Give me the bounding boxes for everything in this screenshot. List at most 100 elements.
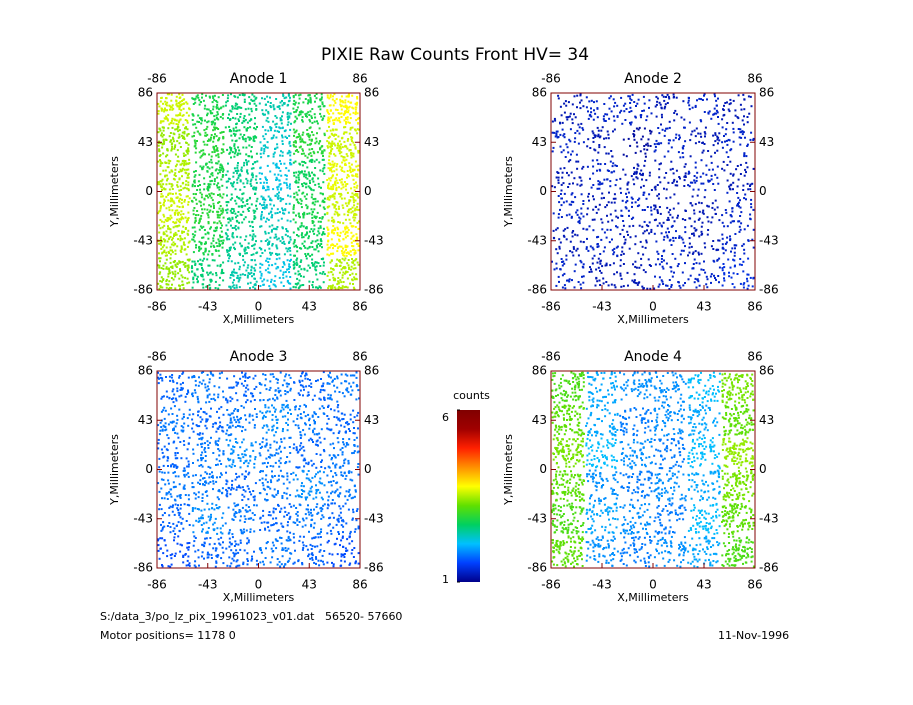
- count-pixel: [298, 279, 301, 282]
- count-pixel: [647, 258, 650, 261]
- count-pixel: [187, 181, 190, 184]
- count-pixel: [695, 262, 698, 265]
- count-pixel: [627, 191, 630, 194]
- count-pixel: [343, 131, 346, 134]
- count-pixel: [276, 188, 279, 191]
- count-pixel: [168, 209, 171, 212]
- count-pixel: [687, 278, 690, 281]
- count-pixel: [176, 185, 179, 188]
- count-pixel: [198, 117, 201, 120]
- count-pixel: [232, 243, 235, 246]
- count-pixel: [240, 170, 243, 173]
- count-pixel: [305, 385, 308, 388]
- count-pixel: [217, 287, 220, 290]
- count-pixel: [713, 274, 715, 277]
- count-pixel: [703, 242, 706, 245]
- count-pixel: [220, 209, 223, 212]
- count-pixel: [313, 232, 316, 235]
- count-pixel: [342, 230, 345, 233]
- count-pixel: [674, 237, 677, 239]
- count-pixel: [662, 221, 665, 224]
- count-pixel: [671, 182, 674, 184]
- count-pixel: [227, 217, 229, 220]
- count-pixel: [176, 105, 179, 108]
- count-pixel: [294, 282, 297, 285]
- count-pixel: [289, 195, 292, 198]
- count-pixel: [319, 148, 322, 151]
- count-pixel: [636, 205, 639, 208]
- count-pixel: [570, 200, 573, 203]
- count-pixel: [712, 113, 715, 116]
- count-pixel: [335, 179, 338, 182]
- count-pixel: [556, 227, 559, 230]
- count-pixel: [350, 237, 353, 240]
- count-pixel: [557, 213, 560, 216]
- count-pixel: [645, 224, 648, 227]
- count-pixel: [314, 266, 317, 269]
- count-pixel: [331, 216, 334, 219]
- count-pixel: [202, 99, 205, 102]
- count-pixel: [267, 271, 270, 274]
- count-pixel: [263, 206, 266, 209]
- count-pixel: [285, 174, 288, 177]
- count-pixel: [177, 213, 179, 216]
- count-pixel: [606, 214, 608, 217]
- count-pixel: [233, 268, 235, 271]
- count-pixel: [288, 185, 291, 188]
- count-pixel: [230, 93, 232, 96]
- count-pixel: [235, 271, 238, 274]
- count-pixel: [170, 106, 173, 109]
- count-pixel: [267, 242, 270, 245]
- count-pixel: [317, 177, 320, 180]
- count-pixel: [349, 274, 352, 276]
- count-pixel: [568, 138, 571, 141]
- count-pixel: [294, 254, 296, 257]
- count-pixel: [357, 263, 360, 266]
- count-pixel: [654, 149, 657, 152]
- count-pixel: [338, 112, 341, 115]
- count-pixel: [670, 285, 673, 288]
- count-pixel: [174, 175, 177, 177]
- count-pixel: [640, 173, 643, 176]
- count-pixel: [168, 237, 171, 240]
- count-pixel: [347, 138, 350, 140]
- count-pixel: [727, 156, 730, 158]
- count-pixel: [729, 102, 732, 105]
- count-pixel: [650, 112, 653, 115]
- count-pixel: [577, 160, 580, 163]
- count-pixel: [676, 113, 678, 116]
- count-pixel: [170, 93, 173, 96]
- count-pixel: [747, 257, 750, 260]
- count-pixel: [714, 140, 717, 143]
- count-pixel: [348, 165, 351, 168]
- count-pixel: [282, 212, 284, 215]
- count-pixel: [164, 107, 166, 110]
- count-pixel: [221, 235, 224, 238]
- count-pixel: [304, 113, 307, 116]
- count-pixel: [712, 248, 715, 250]
- count-pixel: [354, 160, 357, 163]
- count-pixel: [752, 246, 755, 249]
- count-pixel: [614, 164, 617, 167]
- count-pixel: [299, 284, 302, 287]
- count-pixel: [244, 108, 247, 111]
- count-pixel: [738, 205, 740, 208]
- count-pixel: [159, 165, 162, 167]
- count-pixel: [343, 197, 346, 200]
- count-pixel: [333, 142, 336, 145]
- count-pixel: [243, 161, 246, 164]
- count-pixel: [174, 425, 177, 428]
- count-pixel: [250, 150, 252, 153]
- count-pixel: [177, 123, 180, 126]
- count-pixel: [723, 113, 726, 116]
- count-pixel: [353, 169, 356, 172]
- count-pixel: [176, 245, 179, 248]
- count-pixel: [346, 118, 349, 121]
- count-pixel: [299, 136, 302, 139]
- count-pixel: [303, 141, 305, 144]
- count-pixel: [319, 388, 322, 391]
- count-pixel: [345, 145, 348, 148]
- count-pixel: [312, 189, 315, 192]
- count-pixel: [336, 211, 339, 214]
- count-pixel: [642, 269, 645, 272]
